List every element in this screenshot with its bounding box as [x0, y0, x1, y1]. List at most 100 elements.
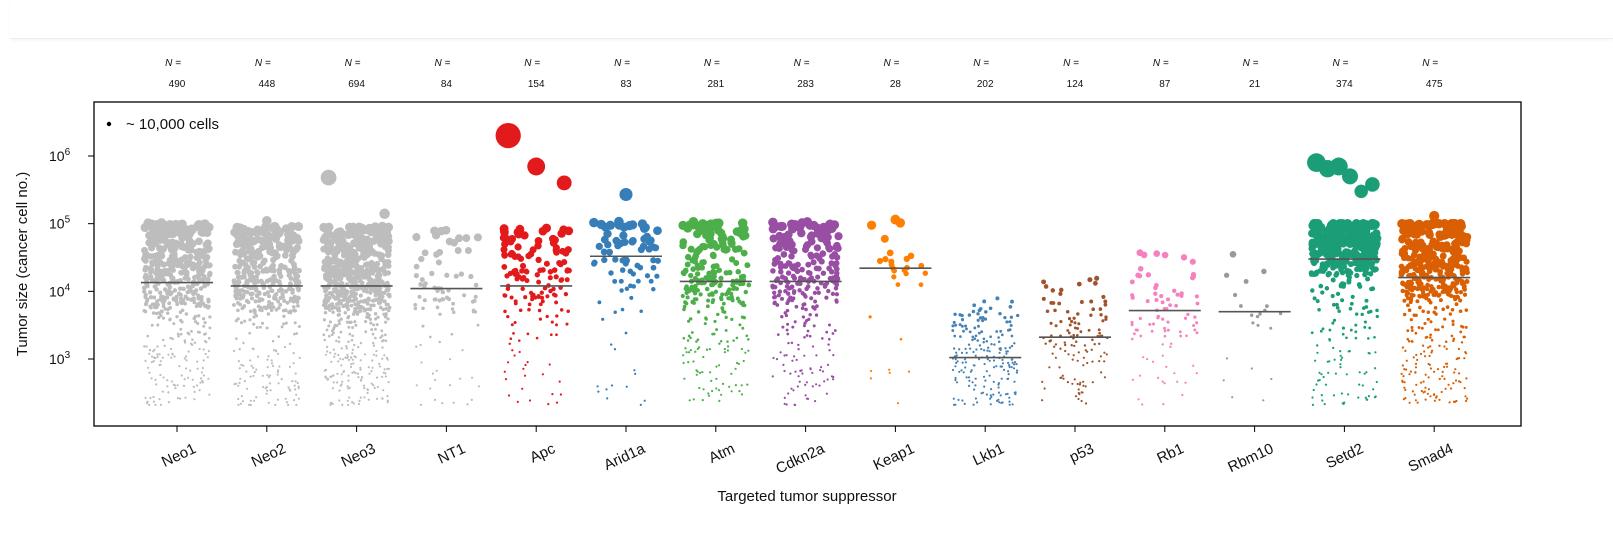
data-point	[683, 286, 689, 292]
data-point	[1074, 395, 1078, 398]
data-point	[1358, 371, 1361, 374]
data-point	[1013, 342, 1016, 345]
data-point	[954, 365, 957, 368]
data-point	[643, 399, 646, 402]
data-point	[159, 363, 162, 366]
data-point	[789, 372, 792, 375]
data-point	[1154, 298, 1159, 302]
data-point	[252, 366, 255, 369]
data-point	[783, 369, 786, 373]
data-point	[963, 402, 966, 405]
data-point	[1421, 285, 1427, 290]
data-point	[1375, 308, 1379, 313]
data-point	[157, 311, 162, 315]
data-point	[266, 248, 274, 256]
data-point	[180, 308, 185, 313]
data-point	[1443, 317, 1447, 321]
data-point	[241, 274, 247, 280]
data-point	[513, 301, 518, 306]
data-point	[383, 315, 388, 319]
data-point	[696, 347, 699, 351]
data-point	[1408, 373, 1411, 376]
data-point	[805, 334, 809, 337]
data-point	[783, 354, 786, 357]
data-point	[200, 371, 203, 374]
data-point	[363, 387, 366, 390]
data-point	[1421, 309, 1425, 313]
data-point	[813, 299, 818, 304]
data-point	[538, 226, 548, 236]
data-point	[268, 374, 272, 377]
data-point	[730, 390, 733, 393]
data-point	[1448, 271, 1454, 277]
data-point	[441, 297, 446, 302]
data-point	[964, 361, 968, 364]
data-point	[1424, 386, 1427, 389]
data-point	[275, 241, 284, 249]
data-point	[295, 393, 298, 396]
data-point	[629, 237, 637, 245]
data-point	[347, 340, 350, 343]
data-point	[706, 270, 712, 276]
data-point	[234, 238, 242, 247]
data-point	[233, 294, 238, 299]
data-point	[1079, 330, 1083, 334]
data-point	[177, 286, 183, 291]
data-point	[738, 323, 742, 327]
data-point	[435, 259, 442, 266]
data-point	[461, 348, 464, 352]
data-point	[639, 224, 649, 233]
data-point	[1138, 316, 1142, 321]
data-point	[386, 367, 389, 370]
data-point	[296, 304, 300, 308]
data-point	[1067, 353, 1070, 356]
data-point	[1418, 305, 1422, 310]
data-point	[967, 376, 971, 379]
data-point	[715, 387, 718, 390]
group-points	[589, 187, 662, 406]
data-point	[995, 330, 999, 333]
data-point	[1333, 358, 1336, 361]
data-point	[987, 346, 990, 349]
data-point	[346, 399, 349, 402]
data-point	[177, 334, 180, 338]
data-point	[415, 384, 418, 387]
group-points	[412, 225, 482, 406]
x-tick-label: Neo2	[249, 440, 289, 471]
data-point	[1402, 298, 1407, 303]
data-point	[1130, 295, 1135, 300]
data-point	[1130, 320, 1134, 324]
data-point	[334, 267, 340, 273]
data-point	[1364, 396, 1367, 399]
data-point	[1420, 389, 1423, 393]
data-point	[518, 308, 523, 313]
data-point	[649, 243, 658, 251]
data-point	[1071, 358, 1074, 361]
data-point	[254, 269, 260, 275]
data-point	[505, 286, 511, 292]
data-point	[1015, 371, 1019, 374]
data-point	[971, 335, 975, 339]
data-point	[190, 343, 194, 347]
data-point	[785, 270, 792, 276]
data-point	[468, 273, 474, 280]
data-point	[559, 277, 565, 283]
data-point	[1074, 340, 1078, 343]
data-point	[376, 276, 382, 282]
data-point	[325, 328, 329, 332]
data-point	[199, 381, 202, 384]
data-point	[964, 347, 967, 351]
data-point	[380, 228, 389, 237]
data-point	[342, 268, 348, 275]
data-point	[193, 248, 201, 256]
data-point	[1355, 240, 1364, 248]
data-point	[597, 300, 602, 305]
data-point	[686, 339, 690, 342]
data-point	[1049, 334, 1053, 338]
data-point	[1223, 272, 1230, 278]
data-point	[644, 273, 651, 279]
data-point	[970, 369, 973, 372]
x-tick-label: Lkb1	[970, 440, 1007, 469]
data-point	[266, 294, 272, 299]
data-point	[726, 340, 729, 343]
